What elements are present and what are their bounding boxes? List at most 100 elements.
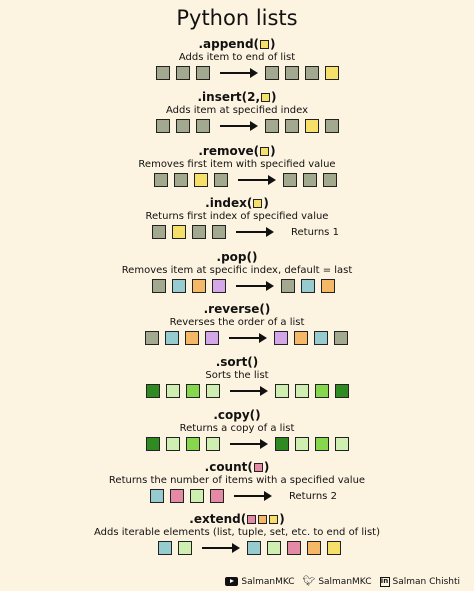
method-name-text: .insert(2, (197, 90, 261, 104)
result-item-box (325, 119, 339, 133)
list-item-box (205, 331, 219, 345)
method-description: Returns first index of specified value (145, 211, 329, 222)
method-section: .pop() Removes item at specific index, de… (0, 250, 474, 293)
argument-box (253, 462, 263, 472)
list-item-box (158, 541, 172, 555)
arrow-right-icon (234, 491, 272, 501)
list-item-box (196, 119, 210, 133)
arrow-right-icon (230, 386, 268, 396)
result-item-box (281, 279, 295, 293)
list-item-box (172, 279, 186, 293)
argument-box (253, 198, 263, 208)
list-item-box (214, 173, 228, 187)
list-item-box (150, 489, 164, 503)
method-name: .pop() (0, 250, 474, 264)
arrow-right-icon (220, 121, 258, 131)
list-item-box (165, 331, 179, 345)
method-name-close: ) (271, 90, 277, 104)
method-section: .copy() Returns a copy of a list (0, 408, 474, 451)
method-name: .copy() (0, 408, 474, 422)
argument-box (260, 39, 270, 49)
list-item-box (166, 437, 180, 451)
linkedin-credit[interactable]: in Salman Chishti (379, 576, 460, 587)
result-item-box (275, 384, 289, 398)
list-item-box (212, 225, 226, 239)
list-item-box (152, 279, 166, 293)
method-name-text: .reverse() (203, 302, 271, 316)
method-section: .count() Returns the number of items with… (0, 460, 474, 503)
method-name-close: ) (263, 460, 270, 474)
method-name-close: ) (263, 196, 269, 210)
list-item-box (212, 279, 226, 293)
list-item-box (206, 437, 220, 451)
method-name: .sort() (0, 355, 474, 369)
method-description: Adds iterable elements (list, tuple, set… (94, 527, 380, 538)
result-item-box (285, 66, 299, 80)
result-item-box (275, 437, 289, 451)
method-section: .insert(2,) Adds item at specified index (0, 90, 474, 133)
method-name: .count() (0, 460, 474, 474)
twitter-credit[interactable]: 🐦︎ SalmanMKC (303, 576, 372, 587)
example-row (145, 330, 354, 346)
method-name-text: .copy() (213, 408, 261, 422)
result-item-box (294, 331, 308, 345)
method-section: .remove() Removes first item with specifi… (0, 144, 474, 187)
footer: SalmanMKC 🐦︎ SalmanMKC in Salman Chishti (225, 576, 460, 587)
list-item-box (210, 489, 224, 503)
list-item-box (152, 225, 166, 239)
example-row (156, 118, 345, 134)
result-item-box (285, 119, 299, 133)
method-section: .sort() Sorts the list (0, 355, 474, 398)
result-item-box (265, 66, 279, 80)
result-item-box (283, 173, 297, 187)
return-value: Returns 1 (291, 226, 339, 238)
method-name-text: .append( (198, 37, 260, 51)
result-item-box (267, 541, 281, 555)
method-section: .reverse() Reverses the order of a list (0, 302, 474, 345)
method-name-text: .pop() (216, 250, 258, 264)
result-item-box (325, 66, 339, 80)
result-item-box (335, 384, 349, 398)
list-item-box (190, 489, 204, 503)
youtube-icon (225, 577, 239, 586)
method-name: .index() (0, 196, 474, 210)
youtube-handle: SalmanMKC (241, 576, 295, 587)
arrow-right-icon (236, 281, 274, 291)
list-item-box (186, 384, 200, 398)
argument-box (258, 514, 268, 524)
result-item-box (274, 331, 288, 345)
list-item-box (146, 437, 160, 451)
list-item-box (146, 384, 160, 398)
return-value: Returns 2 (289, 490, 337, 502)
list-item-box (194, 173, 208, 187)
method-name-close: ) (270, 37, 276, 51)
method-name: .extend() (0, 512, 474, 526)
arrow-right-icon (229, 333, 267, 343)
result-item-box (305, 119, 319, 133)
list-item-box (174, 173, 188, 187)
result-item-box (335, 437, 349, 451)
youtube-credit[interactable]: SalmanMKC (225, 576, 295, 587)
method-name-text: .index( (205, 196, 253, 210)
method-description: Returns the number of items with a speci… (108, 475, 366, 486)
result-item-box (305, 66, 319, 80)
method-name-text: .extend( (189, 512, 247, 526)
method-name-close: ) (270, 144, 276, 158)
method-section: .extend() Adds iterable elements (list, t… (0, 512, 474, 555)
result-item-box (315, 384, 329, 398)
method-name-text: .remove( (198, 144, 260, 158)
method-description: Adds item at specified index (165, 105, 309, 116)
method-description: Sorts the list (205, 370, 269, 381)
result-item-box (315, 437, 329, 451)
example-row (152, 278, 341, 294)
method-name: .reverse() (0, 302, 474, 316)
argument-box (269, 514, 279, 524)
method-name-text: .count( (204, 460, 253, 474)
method-description: Reverses the order of a list (169, 317, 305, 328)
arrow-right-icon (220, 68, 258, 78)
list-item-box (166, 384, 180, 398)
list-item-box (176, 119, 190, 133)
result-item-box (295, 437, 309, 451)
example-row (156, 65, 345, 81)
result-item-box (321, 279, 335, 293)
